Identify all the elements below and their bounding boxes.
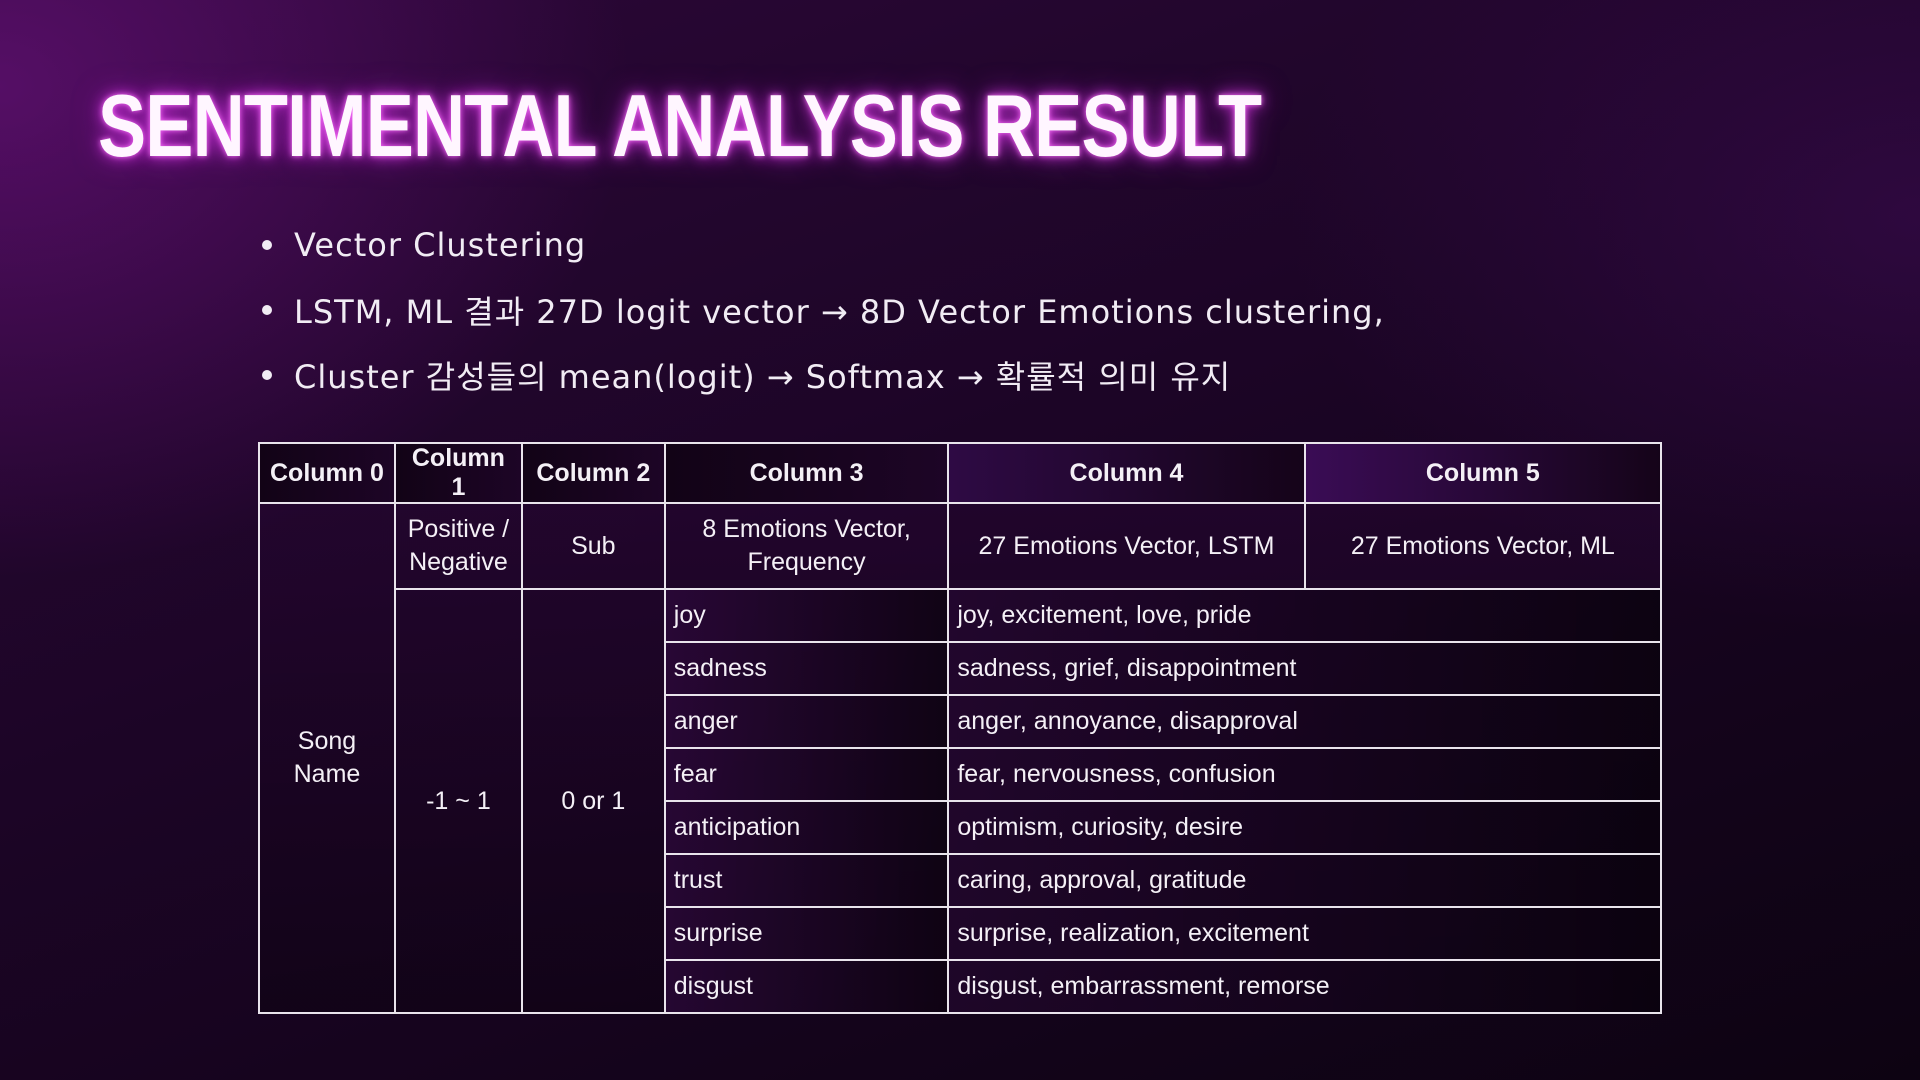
emotion-name-cell: sadness bbox=[663, 641, 950, 696]
column-header-2: Column 2 bbox=[520, 442, 666, 504]
polarity-desc-line: Positive / bbox=[407, 515, 510, 543]
bullet-text: LSTM, ML 결과 27D logit vector → 8D Vector… bbox=[294, 292, 1385, 331]
bullet-dot-icon bbox=[262, 304, 272, 315]
table-row: anticipation optimism, curiosity, desire bbox=[259, 800, 1662, 855]
bullet-list: Vector Clustering LSTM, ML 결과 27D logit … bbox=[262, 212, 1385, 407]
emotions27-ml-desc-cell: 27 Emotions Vector, ML bbox=[1303, 502, 1663, 590]
table-row: fear fear, nervousness, confusion bbox=[259, 747, 1662, 802]
table-row: -1 ~ 1 0 or 1 joy joy, excitement, love,… bbox=[259, 588, 1662, 1014]
bullet-item: Cluster 감성들의 mean(logit) → Softmax → 확률적… bbox=[262, 342, 1385, 407]
polarity-desc-cell: Positive / Negative bbox=[393, 502, 523, 590]
song-name-cell: Song Name bbox=[258, 502, 396, 1014]
column-header-0: Column 0 bbox=[258, 442, 396, 504]
table-row: anger anger, annoyance, disapproval bbox=[259, 694, 1662, 749]
emotions8-desc-line: Frequency bbox=[747, 548, 866, 576]
emotion-name-cell: anger bbox=[663, 694, 950, 749]
polarity-desc-line: Negative bbox=[409, 548, 508, 576]
emotion-members-cell: caring, approval, gratitude bbox=[947, 853, 1662, 908]
emotion-name-cell: fear bbox=[663, 747, 950, 802]
emotion-members-cell: sadness, grief, disappointment bbox=[947, 641, 1662, 696]
song-name-line: Song bbox=[297, 727, 357, 755]
emotion-name-cell: joy bbox=[663, 588, 950, 643]
result-table: Column 0 Column 1 Column 2 Column 3 Colu… bbox=[258, 442, 1663, 1014]
column-header-4: Column 4 bbox=[947, 442, 1306, 504]
emotion-members-cell: anger, annoyance, disapproval bbox=[947, 694, 1662, 749]
emotion-members-cell: disgust, embarrassment, remorse bbox=[947, 959, 1662, 1014]
song-name-line: Name bbox=[293, 760, 361, 788]
bullet-item: Vector Clustering bbox=[262, 212, 1385, 277]
table-row: disgust disgust, embarrassment, remorse bbox=[259, 959, 1662, 1014]
bullet-text: Cluster 감성들의 mean(logit) → Softmax → 확률적… bbox=[294, 357, 1232, 396]
table-header-row: Column 0 Column 1 Column 2 Column 3 Colu… bbox=[258, 442, 1663, 504]
table-row: sadness sadness, grief, disappointment bbox=[259, 641, 1662, 696]
emotions8-desc-cell: 8 Emotions Vector, Frequency bbox=[663, 502, 950, 590]
sub-desc-cell: Sub bbox=[520, 502, 666, 590]
emotions27-lstm-desc-cell: 27 Emotions Vector, LSTM bbox=[947, 502, 1306, 590]
table-row: trust caring, approval, gratitude bbox=[259, 853, 1662, 908]
table-row: surprise surprise, realization, exciteme… bbox=[259, 906, 1662, 961]
emotion-members-cell: joy, excitement, love, pride bbox=[947, 588, 1662, 643]
sub-value-cell: 0 or 1 bbox=[520, 588, 666, 1014]
column-header-5: Column 5 bbox=[1303, 442, 1663, 504]
emotion-name-cell: surprise bbox=[663, 906, 950, 961]
emotion-members-cell: optimism, curiosity, desire bbox=[947, 800, 1662, 855]
bullet-dot-icon bbox=[262, 239, 272, 250]
bullet-text: Vector Clustering bbox=[294, 225, 587, 264]
column-header-3: Column 3 bbox=[663, 442, 950, 504]
emotion-name-cell: trust bbox=[663, 853, 950, 908]
emotion-members-cell: fear, nervousness, confusion bbox=[947, 747, 1662, 802]
column-header-1: Column 1 bbox=[393, 442, 523, 504]
emotion-name-cell: disgust bbox=[663, 959, 950, 1014]
bullet-dot-icon bbox=[262, 369, 272, 380]
emotion-name-cell: anticipation bbox=[663, 800, 950, 855]
table-description-row: Song Name Positive / Negative Sub 8 Emot… bbox=[258, 502, 1663, 1014]
polarity-range-cell: -1 ~ 1 bbox=[393, 588, 523, 1014]
emotion-members-cell: surprise, realization, excitement bbox=[947, 906, 1662, 961]
bullet-item: LSTM, ML 결과 27D logit vector → 8D Vector… bbox=[262, 277, 1385, 342]
emotions8-desc-line: 8 Emotions Vector, bbox=[702, 515, 911, 543]
slide-title: SENTIMENTAL ANALYSIS RESULT bbox=[98, 76, 1262, 175]
